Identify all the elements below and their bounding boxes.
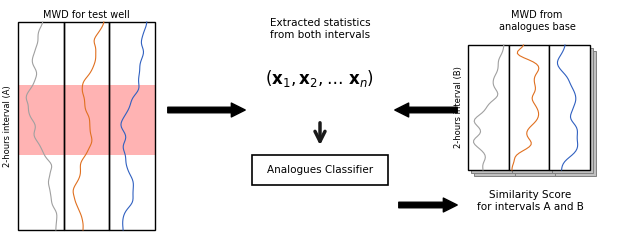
Text: MWD for test well: MWD for test well [43, 10, 130, 20]
Bar [471, 48, 511, 173]
Bar [549, 45, 590, 170]
Text: Similarity Score
for intervals A and B: Similarity Score for intervals A and B [477, 190, 584, 212]
Text: Analogues Classifier: Analogues Classifier [267, 165, 373, 175]
Bar [515, 51, 556, 176]
Bar [63, 22, 109, 230]
Bar [468, 45, 509, 170]
Bar [511, 48, 552, 173]
Bar [552, 48, 593, 173]
Text: MWD from
analogues base: MWD from analogues base [499, 10, 575, 32]
Text: $\left(\mathbf{x}_1, \mathbf{x}_2, \ldots\ \mathbf{x}_n\right)$: $\left(\mathbf{x}_1, \mathbf{x}_2, \ldot… [266, 68, 374, 89]
Text: 2-hours interval (B): 2-hours interval (B) [454, 67, 463, 148]
Text: 2-hours interval (A): 2-hours interval (A) [3, 85, 13, 167]
Bar [18, 85, 155, 155]
Bar [18, 22, 63, 230]
Bar [474, 51, 515, 176]
Bar [109, 22, 155, 230]
Bar [556, 51, 596, 176]
Bar [252, 155, 388, 185]
Text: Extracted statistics
from both intervals: Extracted statistics from both intervals [269, 18, 371, 40]
Bar [509, 45, 549, 170]
